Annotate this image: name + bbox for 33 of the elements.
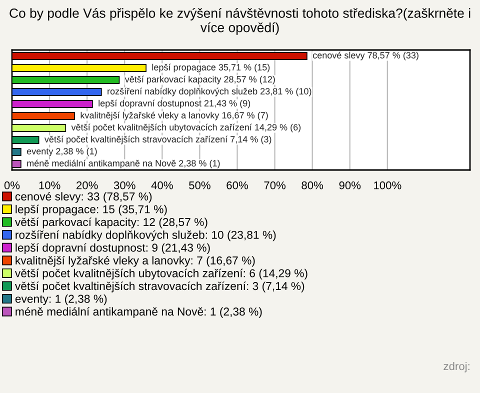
legend-label: kvalitnější lyžařské vleky a lanovky: 7 (16,67 %) [16,256,255,267]
x-tick-label: 60% [226,181,248,190]
x-tick-label: 10% [39,181,60,190]
data-label: cenové slevy 78,57 % (33) [312,52,418,60]
x-tick-label: 100% [374,181,402,190]
x-tick-label: 40% [151,181,173,190]
data-label: méně mediální antikampaně na Nově 2,38 % (1) [27,160,220,168]
x-tick-label: 50% [189,181,210,190]
x-tick-label: 90% [339,181,361,190]
legend-label: eventy: 1 (2,38 %) [15,294,107,306]
x-tick-label: 0% [4,181,20,190]
data-label: větší parkovací kapacity 28,57 % (12) [124,76,275,84]
legend-label: rozšíření nabídky doplňkových služeb: 10 (23,81 %) [16,230,276,242]
legend-label: větší počet kvalitnějších ubytovacích zařízení: 6 (14,29 %) [14,268,308,280]
chart-title: Co by podle Vás přispělo ke zvýšení návštěvnosti tohoto střediska?(zaškrněte i více opovědí) [10,8,470,35]
data-label: eventy 2,38 % (1) [26,148,97,156]
legend-label: větší počet kvaltinějších stravovacích zařízení: 3 (7,14 %) [14,282,304,292]
data-label: lepší propagace 35,71 % (15) [152,64,270,72]
x-tick-label: 70% [264,181,286,190]
text: zdroj: [444,362,470,372]
x-tick-label: 20% [76,181,98,190]
x-tick-label: 30% [114,181,136,190]
legend-label: lepší propagace: 15 (35,71 %) [16,204,167,216]
data-label: větší počet kvalitnějších ubytovacích zařízení 14,29 % (6) [71,124,301,132]
x-tick-label: 80% [302,181,324,190]
data-label: kvalitnější lyžařské vleky a lanovky 16,67 % (7) [80,112,268,120]
legend-label: lepší dopravní dostupnost: 9 (21,43 %) [16,243,210,254]
legend-label: cenové slevy: 33 (78,57 %) [15,192,152,203]
legend-label: méně mediální antikampaně na Nově: 1 (2,38 %) [16,307,262,318]
data-label: rozšíření nabídky doplňkových služeb 23,81 % (10) [108,88,312,96]
data-label: větší počet kvaltinějších stravovacích zařízení 7,14 % (3) [44,136,272,144]
legend-label: větší parkovací kapacity: 12 (28,57 %) [14,218,208,228]
data-label: lepší dopravní dostupnost 21,43 % (9) [98,100,250,108]
